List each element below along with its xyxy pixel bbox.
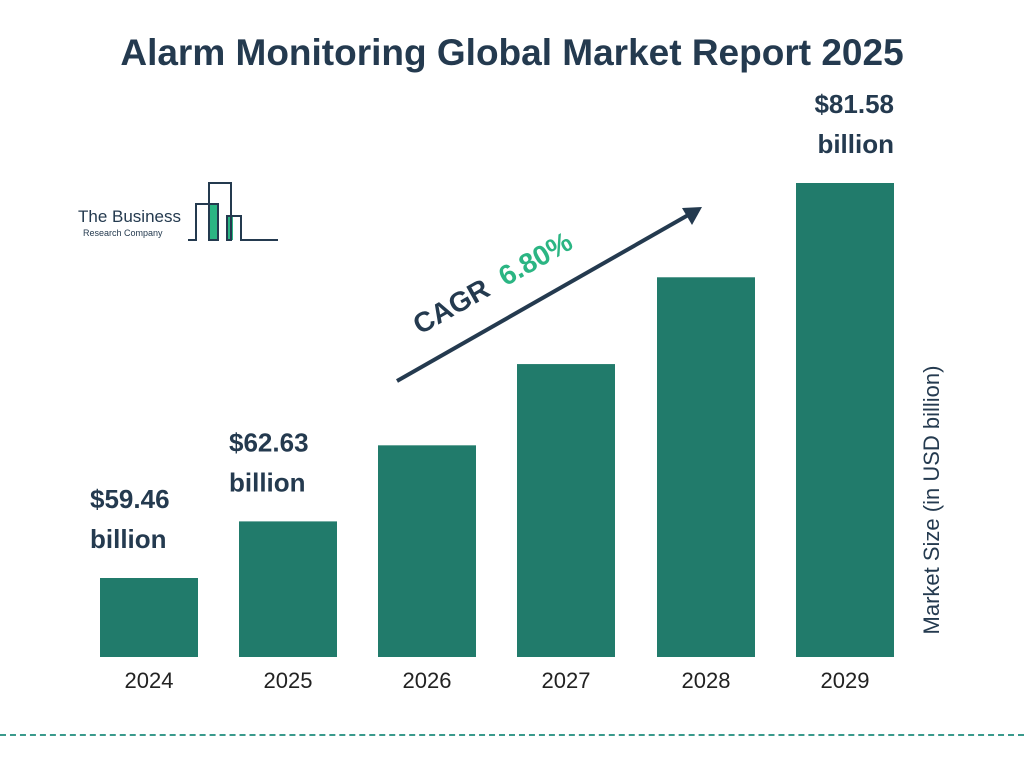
footer-divider: [0, 734, 1024, 736]
data-label-unit: billion: [90, 524, 167, 554]
logo-line1: The Business: [78, 207, 181, 226]
bar-2024: [100, 578, 198, 657]
cagr-label: CAGR: [408, 273, 495, 341]
cagr-annotation: CAGR 6.80%: [396, 207, 702, 383]
x-tick-label: 2028: [682, 668, 731, 693]
y-axis-label: Market Size (in USD billion): [919, 365, 944, 635]
bar-2026: [378, 445, 476, 657]
bar-2027: [517, 364, 615, 657]
x-tick-label: 2026: [403, 668, 452, 693]
bar-2029: [796, 183, 894, 657]
x-tick-label: 2027: [542, 668, 591, 693]
data-label-value: $81.58: [814, 89, 894, 119]
data-label-unit: billion: [817, 129, 894, 159]
x-tick-label: 2024: [125, 668, 174, 693]
data-label-value: $62.63: [229, 427, 309, 457]
cagr-arrow-line: [396, 212, 691, 383]
bar-2025: [239, 521, 337, 657]
x-tick-label: 2029: [821, 668, 870, 693]
cagr-arrow-head-icon: [682, 207, 702, 225]
data-label-unit: billion: [229, 467, 306, 497]
data-label-value: $59.46: [90, 484, 170, 514]
cagr-value: 6.80%: [493, 226, 577, 292]
logo-line2: Research Company: [83, 228, 163, 238]
svg-text:CAGR 6.80%: CAGR 6.80%: [408, 226, 578, 340]
x-tick-label: 2025: [264, 668, 313, 693]
company-logo: The Business Research Company: [78, 180, 283, 250]
bar-2028: [657, 277, 755, 657]
logo-buildings-icon: The Business Research Company: [78, 182, 278, 241]
chart-title: Alarm Monitoring Global Market Report 20…: [120, 32, 904, 73]
